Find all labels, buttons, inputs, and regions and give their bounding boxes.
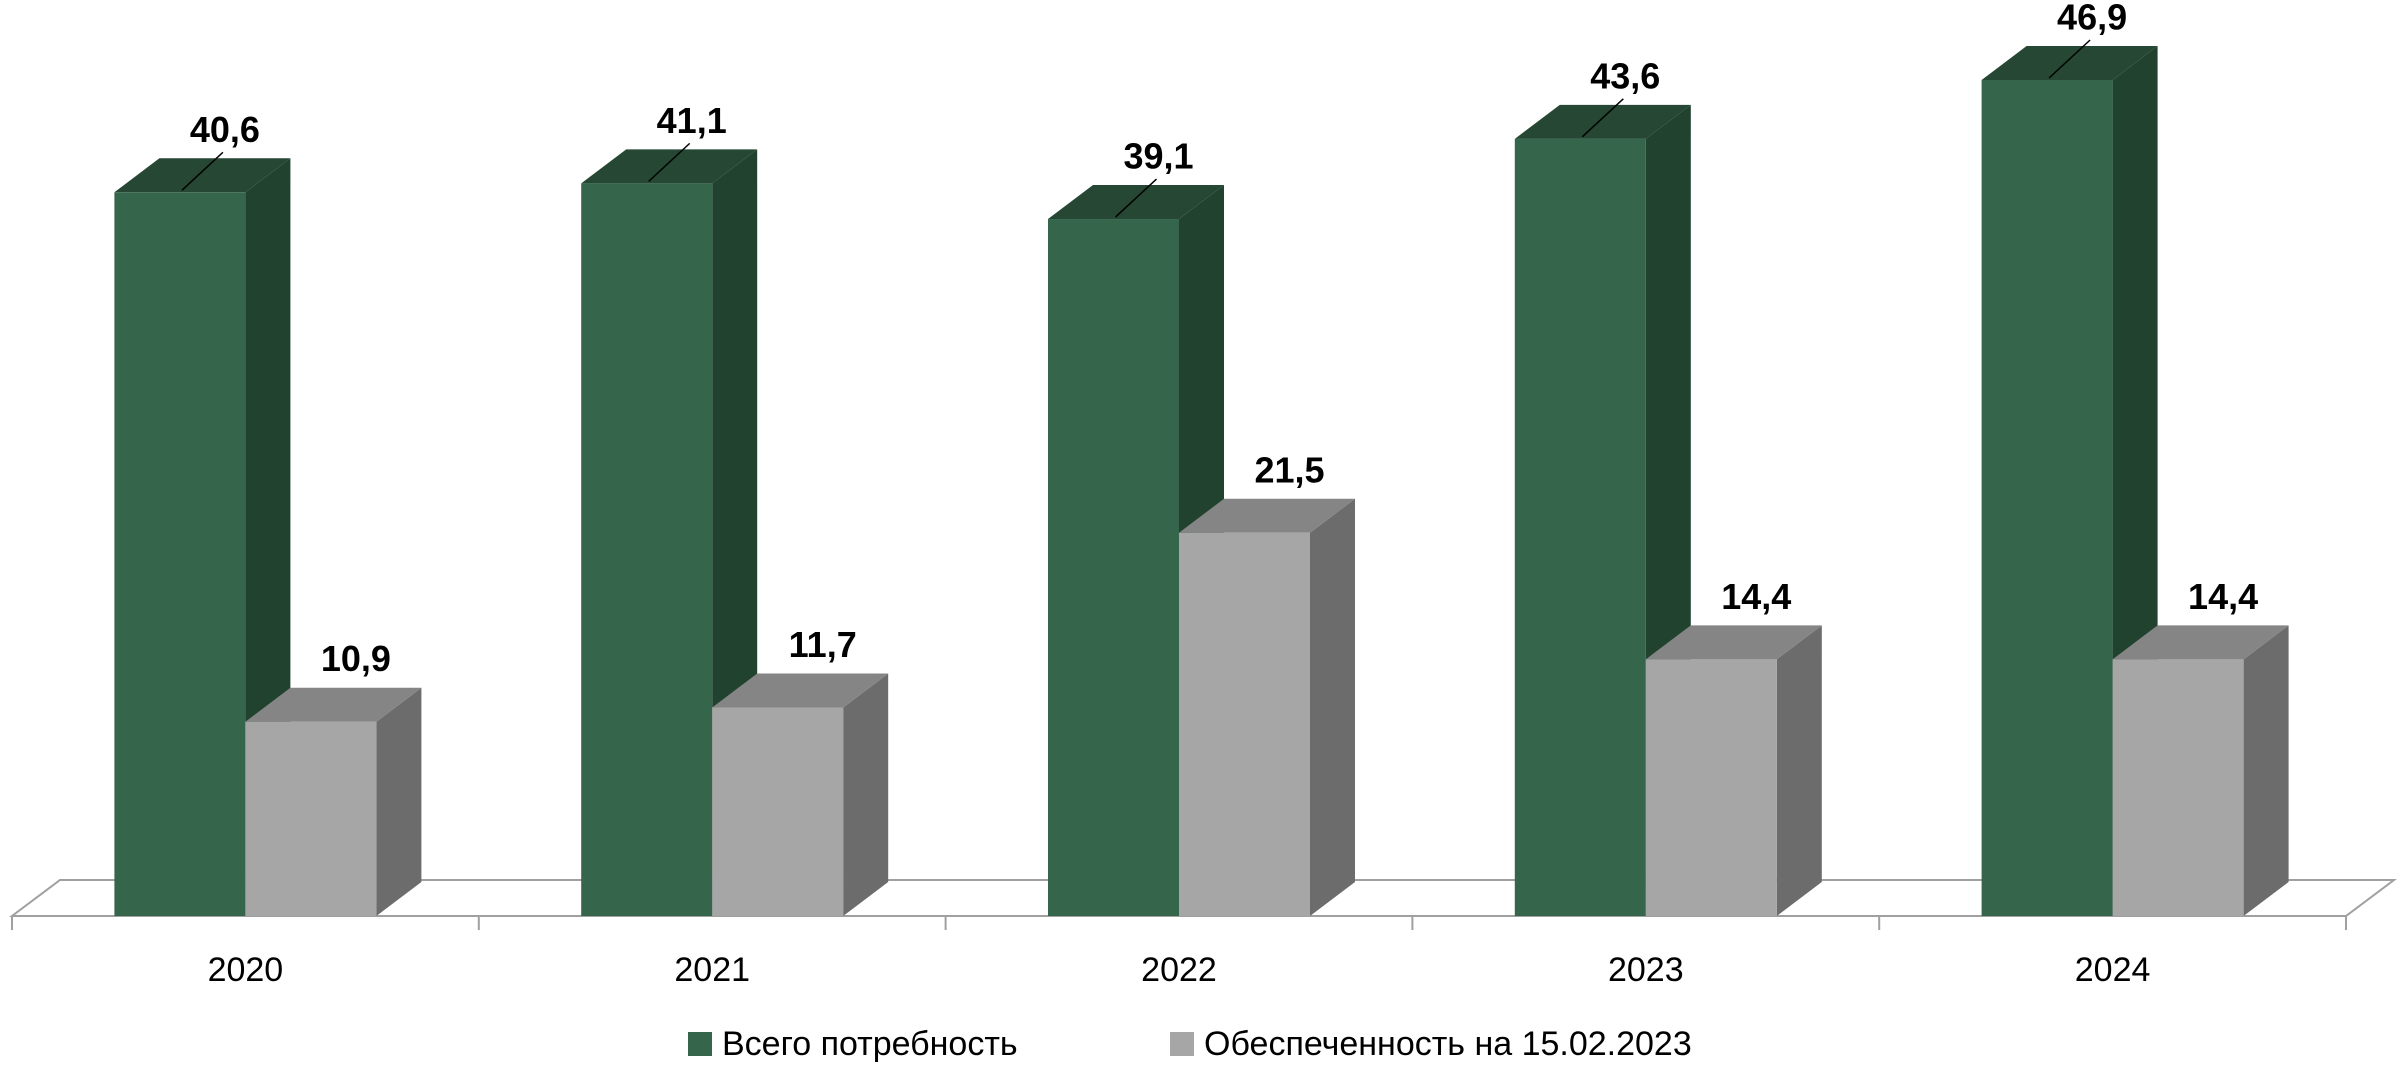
- bar: [1179, 498, 1355, 916]
- bar-front: [114, 192, 246, 916]
- bar-front: [1514, 138, 1646, 917]
- x-tick-label: 2021: [674, 951, 750, 989]
- value-label: 46,9: [2057, 0, 2127, 38]
- leader-line: [2048, 39, 2091, 79]
- x-tick-label: 2022: [1141, 951, 1217, 989]
- bar-top: [712, 673, 889, 708]
- legend-label: Всего потребность: [722, 1025, 1018, 1063]
- bar-top: [581, 149, 758, 184]
- leader-line: [1581, 98, 1624, 138]
- bar-front: [1645, 659, 1777, 916]
- value-label: 40,6: [190, 109, 260, 150]
- value-label: 21,5: [1254, 449, 1324, 490]
- value-label: 11,7: [789, 624, 857, 665]
- bar: [712, 673, 889, 916]
- bar-side: [1310, 498, 1355, 916]
- bar-front: [2112, 659, 2244, 916]
- value-label: 14,4: [2188, 576, 2258, 617]
- x-tick-label: 2024: [2075, 951, 2151, 989]
- bar-top: [114, 158, 291, 193]
- bar-side: [2243, 625, 2289, 916]
- value-label: 41,1: [657, 100, 727, 141]
- leader-line: [181, 151, 224, 191]
- bar-top: [2112, 625, 2289, 660]
- bar-front: [1048, 219, 1179, 916]
- legend-swatch: [688, 1032, 712, 1056]
- bar-front: [1179, 532, 1310, 916]
- bar-side: [1776, 625, 1822, 916]
- value-label: 43,6: [1590, 55, 1660, 96]
- bar-top: [1645, 625, 1822, 660]
- bar-front: [712, 707, 844, 916]
- x-tick-label: 2023: [1608, 951, 1684, 989]
- bar-top: [1048, 185, 1224, 220]
- bar-side: [376, 687, 422, 916]
- bar: [245, 687, 422, 916]
- bar-side: [843, 673, 889, 916]
- bar: [2112, 625, 2289, 916]
- bar: [1645, 625, 1822, 916]
- leader-line: [648, 142, 691, 182]
- bar-front: [581, 183, 713, 916]
- bar-top: [1179, 498, 1355, 533]
- x-tick-label: 2020: [208, 951, 284, 989]
- value-label: 10,9: [321, 638, 391, 679]
- value-label: 14,4: [1721, 576, 1791, 617]
- bar-top: [245, 687, 422, 722]
- bar-top: [1981, 46, 2158, 80]
- value-label: 39,1: [1123, 136, 1193, 177]
- bar-front: [245, 721, 377, 916]
- legend-swatch: [1170, 1032, 1194, 1056]
- legend-label: Обеспеченность на 15.02.2023: [1204, 1025, 1692, 1063]
- bar-front: [1981, 80, 2113, 916]
- bar-top: [1514, 104, 1691, 139]
- leader-line: [1114, 178, 1158, 218]
